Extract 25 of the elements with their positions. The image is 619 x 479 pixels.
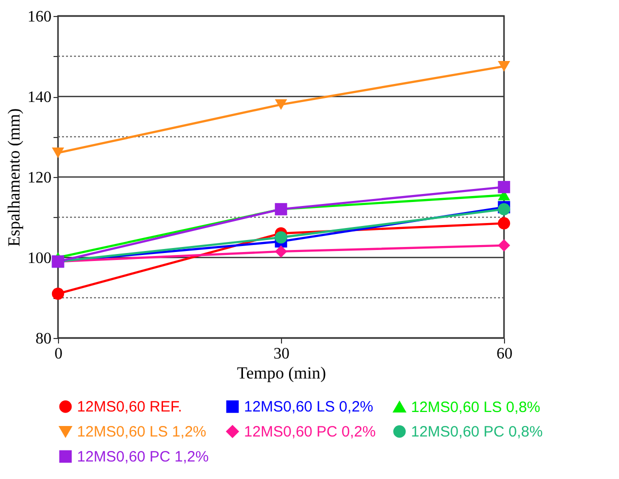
legend-label: 12MS0,60 LS 1,2% <box>77 424 206 440</box>
y-tick-label: 160 <box>28 8 52 26</box>
legend-label: 12MS0,60 PC 0,8% <box>411 424 543 440</box>
x-tick-label: 0 <box>54 346 62 362</box>
x-axis-title: Tempo (min) <box>237 364 326 382</box>
legend-label: 12MS0,60 LS 0,2% <box>244 398 374 416</box>
point <box>498 239 510 252</box>
legend-label: 12MS0,60 LS 0,8% <box>411 398 540 416</box>
point <box>52 148 64 158</box>
point <box>274 231 288 244</box>
y-tick-label: 120 <box>28 170 52 186</box>
x-tick-label: 60 <box>496 346 512 362</box>
legend-label: 12MS0,60 PC 0,2% <box>244 424 376 440</box>
y-axis-title: Espalhamento (mm) <box>4 108 24 247</box>
point <box>498 217 510 230</box>
legend-label: 12MS0,60 REF. <box>77 398 182 416</box>
y-tick-label: 80 <box>36 330 52 348</box>
point <box>274 99 288 110</box>
point <box>274 245 288 258</box>
x-tick-label: 30 <box>274 346 290 362</box>
y-tick-label: 100 <box>28 250 52 267</box>
y-tick-label: 140 <box>28 89 52 106</box>
legend-label: 12MS0,60 PC 1,2% <box>77 448 209 466</box>
point <box>498 61 510 72</box>
point <box>52 288 64 300</box>
